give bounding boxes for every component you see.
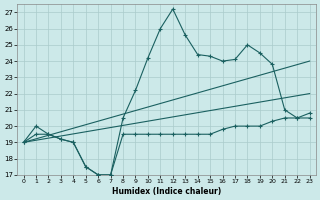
X-axis label: Humidex (Indice chaleur): Humidex (Indice chaleur) bbox=[112, 187, 221, 196]
